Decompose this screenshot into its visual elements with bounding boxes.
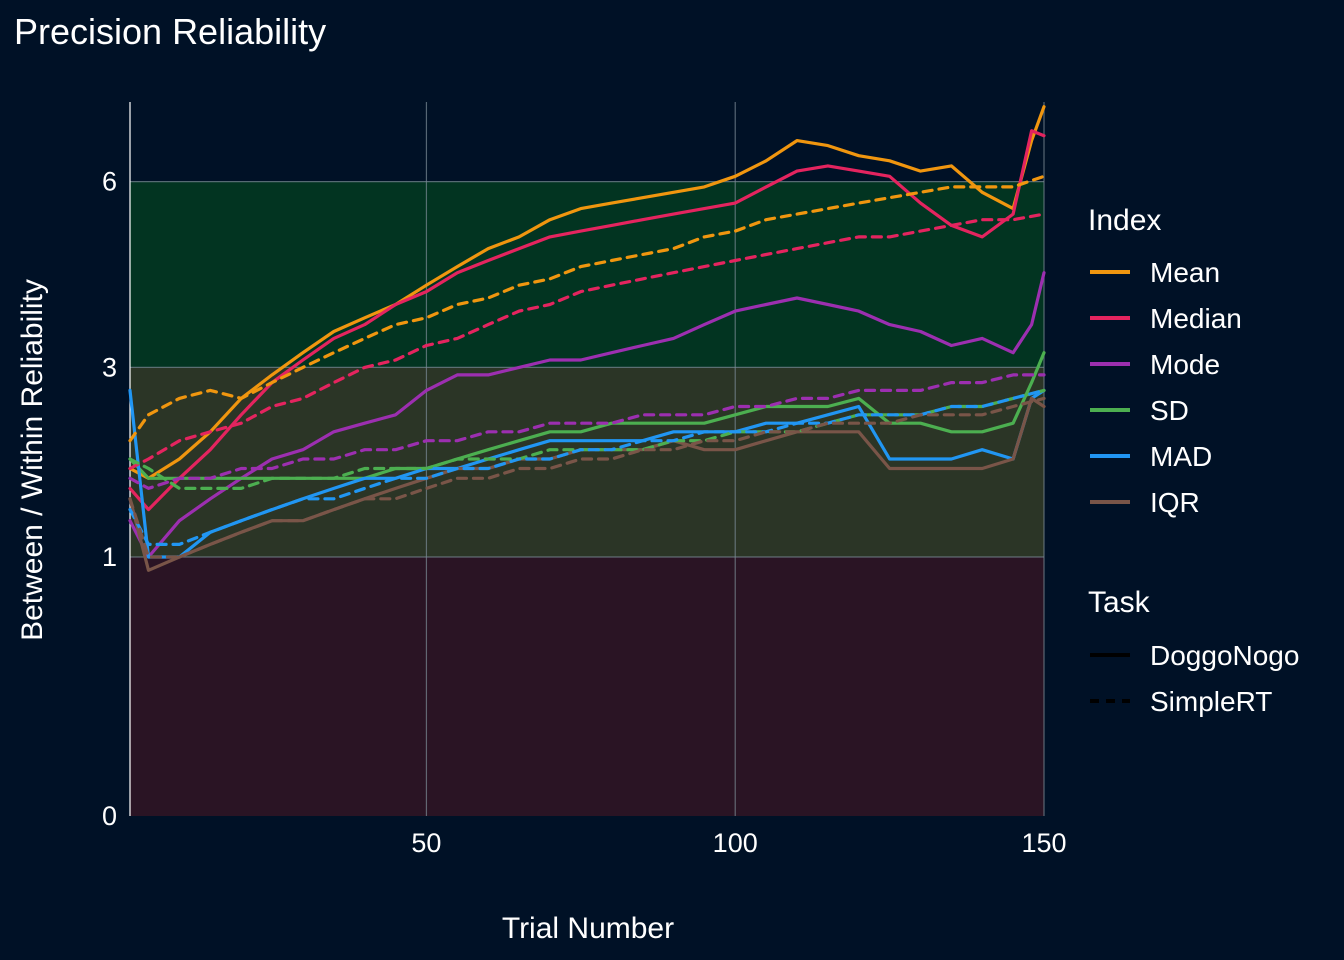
legend-label-mean: Mean xyxy=(1150,257,1220,288)
series-mean-simplert xyxy=(128,174,1046,443)
legend-label-simplert: SimpleRT xyxy=(1150,686,1272,717)
legend-label-iqr: IQR xyxy=(1150,487,1200,518)
series-mode-doggonogo xyxy=(128,271,1046,559)
legend-label-sd: SD xyxy=(1150,395,1189,426)
y-tick-1: 1 xyxy=(102,542,117,572)
band-1 xyxy=(130,367,1044,558)
legend-index-items: Mean Median Mode SD MAD IQR xyxy=(1090,257,1242,518)
y-tick-6: 6 xyxy=(102,167,117,197)
x-tick-labels: 50 100 150 xyxy=(411,828,1066,858)
y-axis-title: Between / Within Reliability xyxy=(16,279,49,641)
x-tick-150: 150 xyxy=(1021,828,1066,858)
series-mode-simplert xyxy=(128,373,1046,490)
y-tick-0: 0 xyxy=(102,801,117,831)
series-mean-doggonogo xyxy=(128,105,1046,480)
legend-label-median: Median xyxy=(1150,303,1242,334)
legend-index-title: Index xyxy=(1088,204,1161,237)
legend-label-doggonogo: DoggoNogo xyxy=(1150,640,1299,671)
series-median-simplert xyxy=(128,212,1046,471)
reliability-bands xyxy=(130,181,1044,816)
x-tick-50: 50 xyxy=(411,828,441,858)
band-2 xyxy=(130,181,1044,368)
series-layer xyxy=(128,105,1046,572)
series-iqr-simplert xyxy=(128,396,1046,559)
series-sd-doggonogo xyxy=(128,351,1046,480)
legend-label-mad: MAD xyxy=(1150,441,1212,472)
legend-task-title: Task xyxy=(1088,586,1151,619)
legend-label-mode: Mode xyxy=(1150,349,1220,380)
x-axis-title: Trial Number xyxy=(502,912,674,945)
y-tick-3: 3 xyxy=(102,352,117,382)
y-tick-labels: 0 1 3 6 xyxy=(102,167,117,831)
chart-title: Precision Reliability xyxy=(14,11,326,52)
legend: Index Mean Median Mode SD MAD IQR Task DoggoN… xyxy=(1088,204,1299,717)
series-median-doggonogo xyxy=(128,129,1046,512)
legend-task-items: DoggoNogo SimpleRT xyxy=(1090,640,1299,717)
band-0 xyxy=(130,557,1044,816)
x-tick-100: 100 xyxy=(713,828,758,858)
series-mad-simplert xyxy=(128,388,1046,547)
